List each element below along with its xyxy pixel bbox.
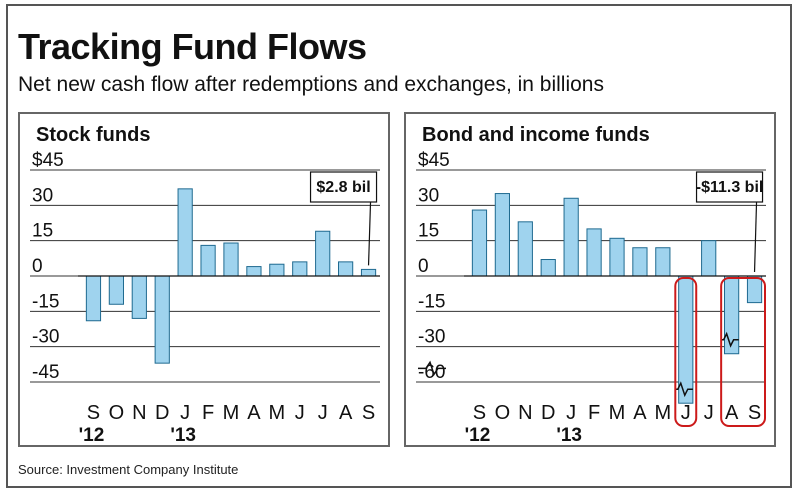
bar bbox=[85, 275, 102, 322]
bar bbox=[131, 275, 147, 319]
x-tick-label: A bbox=[725, 402, 739, 424]
y-tick-label: 30 bbox=[418, 185, 439, 206]
bar bbox=[246, 266, 262, 277]
annotation-box bbox=[695, 171, 764, 203]
annotation-label: $2.8 bil bbox=[316, 179, 370, 196]
bar bbox=[292, 261, 308, 277]
source-note: Source: Investment Company Institute bbox=[18, 462, 239, 477]
y-tick-label: 0 bbox=[32, 256, 43, 277]
x-tick-label: S bbox=[473, 402, 486, 424]
bar bbox=[701, 240, 717, 277]
x-tick-label: D bbox=[155, 402, 169, 424]
bar bbox=[517, 221, 533, 277]
bar-break-icon bbox=[674, 381, 693, 398]
x-tick-label: D bbox=[541, 402, 555, 424]
y-tick-label: -30 bbox=[418, 327, 445, 348]
x-tick-label: O bbox=[495, 402, 511, 424]
y-tick-label: 30 bbox=[32, 185, 53, 206]
y-tick-label: 0 bbox=[418, 256, 429, 277]
x-tick-label: M bbox=[269, 402, 286, 424]
bar bbox=[563, 197, 579, 277]
x-tick-label: J bbox=[318, 402, 328, 424]
y-tick-label: -30 bbox=[32, 327, 59, 348]
bar bbox=[269, 263, 285, 277]
year-label: '13 bbox=[556, 425, 582, 446]
y-tick-label: -45 bbox=[32, 362, 59, 383]
y-tick-label: $45 bbox=[418, 150, 450, 171]
annotation-box bbox=[309, 171, 378, 203]
x-tick-label: S bbox=[748, 402, 761, 424]
bar-break-icon bbox=[720, 331, 739, 348]
bar bbox=[223, 242, 239, 277]
year-label: '12 bbox=[79, 425, 105, 446]
x-tick-label: M bbox=[223, 402, 240, 424]
bar bbox=[471, 209, 488, 277]
x-tick-label: J bbox=[704, 402, 714, 424]
x-tick-label: N bbox=[518, 402, 532, 424]
bar bbox=[540, 259, 556, 277]
x-tick-label: O bbox=[109, 402, 125, 424]
bar bbox=[609, 237, 625, 277]
y-tick-label: 15 bbox=[32, 221, 53, 242]
x-tick-label: J bbox=[180, 402, 190, 424]
bond-funds-title: Bond and income funds bbox=[422, 124, 650, 146]
y-tick-label: -60 bbox=[418, 362, 445, 383]
bar bbox=[586, 228, 602, 277]
bar bbox=[200, 244, 216, 277]
bond-funds-panel: $45 30 15 0 -15 -30 -60 S O N D J F M A M J J A S '12'13 -$11… bbox=[404, 112, 776, 447]
highlight-box bbox=[674, 277, 698, 427]
bar bbox=[315, 230, 331, 277]
x-tick-label: J bbox=[566, 402, 576, 424]
x-tick-label: J bbox=[295, 402, 305, 424]
x-tick-label: M bbox=[609, 402, 626, 424]
bar bbox=[494, 193, 510, 277]
chart-subtitle: Net new cash flow after redemptions and … bbox=[18, 73, 604, 96]
x-tick-label: F bbox=[588, 402, 600, 424]
x-tick-label: F bbox=[202, 402, 214, 424]
stock-funds-panel: $45 30 15 0 -15 -30 -45 S O N D J F M A M J J A S '12'13 $2.8… bbox=[18, 112, 390, 447]
x-tick-label: J bbox=[681, 402, 691, 424]
annotation-leader bbox=[753, 201, 758, 273]
y-tick-label: -15 bbox=[418, 291, 445, 312]
x-tick-label: A bbox=[633, 402, 647, 424]
bar bbox=[177, 188, 193, 277]
x-tick-label: S bbox=[87, 402, 100, 424]
x-tick-label: S bbox=[362, 402, 375, 424]
stock-funds-title: Stock funds bbox=[36, 124, 151, 146]
x-tick-label: N bbox=[132, 402, 146, 424]
axis-break-icon bbox=[418, 360, 446, 377]
bar bbox=[360, 268, 377, 277]
bar bbox=[632, 247, 648, 277]
bar bbox=[746, 275, 763, 304]
annotation-leader bbox=[367, 201, 372, 266]
x-tick-label: A bbox=[247, 402, 261, 424]
bar bbox=[154, 275, 170, 364]
x-tick-label: M bbox=[655, 402, 672, 424]
y-tick-label: 15 bbox=[418, 221, 439, 242]
annotation-label: -$11.3 bil bbox=[696, 179, 764, 196]
highlight-box bbox=[720, 277, 766, 427]
y-tick-label: -15 bbox=[32, 291, 59, 312]
bar bbox=[108, 275, 124, 305]
chart-title: Tracking Fund Flows bbox=[18, 26, 367, 67]
bar bbox=[655, 247, 671, 277]
y-tick-label: $45 bbox=[32, 150, 64, 171]
bar bbox=[338, 261, 354, 277]
year-label: '12 bbox=[465, 425, 491, 446]
year-label: '13 bbox=[170, 425, 196, 446]
x-tick-label: A bbox=[339, 402, 353, 424]
